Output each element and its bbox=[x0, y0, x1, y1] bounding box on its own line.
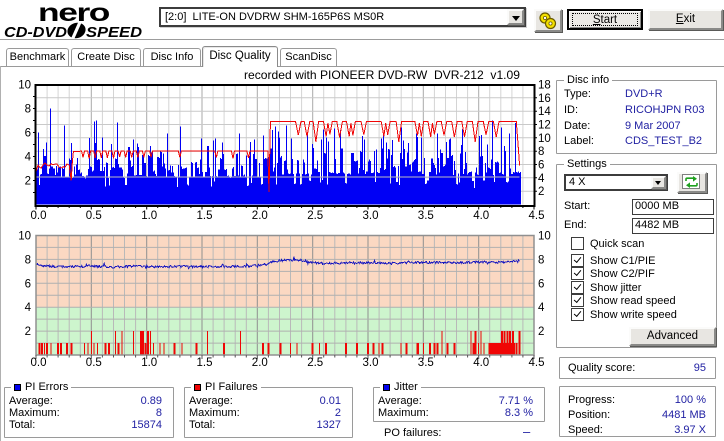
svg-text:3.0: 3.0 bbox=[363, 210, 379, 222]
svg-text:4: 4 bbox=[538, 173, 545, 185]
svg-text:6: 6 bbox=[538, 278, 544, 290]
svg-text:CD-DVD: CD-DVD bbox=[4, 24, 67, 40]
svg-text:2: 2 bbox=[25, 176, 31, 188]
svg-text:8: 8 bbox=[538, 254, 544, 266]
svg-text:0.0: 0.0 bbox=[31, 357, 47, 369]
svg-text:6: 6 bbox=[25, 278, 31, 290]
svg-text:6: 6 bbox=[538, 160, 544, 172]
svg-text:recorded with PIONEER DVD-RW: recorded with PIONEER DVD-RW DVR-212 v1.… bbox=[244, 68, 520, 82]
svg-text:1.0: 1.0 bbox=[141, 210, 157, 222]
svg-text:4: 4 bbox=[538, 302, 545, 314]
svg-text:10: 10 bbox=[538, 133, 551, 145]
svg-text:8: 8 bbox=[25, 104, 31, 116]
svg-text:3.5: 3.5 bbox=[418, 357, 434, 369]
svg-text:1.5: 1.5 bbox=[197, 357, 213, 369]
svg-text:1.5: 1.5 bbox=[197, 210, 213, 222]
svg-text:12: 12 bbox=[538, 120, 551, 132]
svg-text:0.5: 0.5 bbox=[86, 357, 102, 369]
svg-text:18: 18 bbox=[538, 80, 551, 92]
svg-text:10: 10 bbox=[538, 231, 551, 243]
svg-text:2.5: 2.5 bbox=[307, 210, 323, 222]
svg-text:4.5: 4.5 bbox=[529, 210, 545, 222]
svg-text:2: 2 bbox=[538, 186, 544, 198]
svg-text:4.0: 4.0 bbox=[473, 357, 489, 369]
svg-text:6: 6 bbox=[25, 128, 31, 140]
svg-text:14: 14 bbox=[538, 106, 551, 118]
svg-text:nero: nero bbox=[38, 0, 110, 27]
svg-text:0.0: 0.0 bbox=[31, 210, 47, 222]
svg-text:2.0: 2.0 bbox=[252, 210, 268, 222]
svg-text:2.5: 2.5 bbox=[307, 357, 323, 369]
svg-text:SPEED: SPEED bbox=[86, 24, 142, 40]
svg-text:2: 2 bbox=[538, 326, 544, 338]
svg-text:3.5: 3.5 bbox=[418, 210, 434, 222]
svg-text:0.5: 0.5 bbox=[86, 210, 102, 222]
svg-text:10: 10 bbox=[18, 80, 31, 92]
svg-text:4.0: 4.0 bbox=[473, 210, 489, 222]
svg-text:2: 2 bbox=[25, 326, 31, 338]
svg-text:10: 10 bbox=[18, 231, 31, 243]
svg-text:4: 4 bbox=[25, 152, 32, 164]
svg-text:8: 8 bbox=[25, 254, 31, 266]
svg-text:1.0: 1.0 bbox=[141, 357, 157, 369]
svg-text:2.0: 2.0 bbox=[252, 357, 268, 369]
svg-text:4: 4 bbox=[25, 302, 32, 314]
svg-text:4.5: 4.5 bbox=[529, 357, 545, 369]
svg-text:8: 8 bbox=[538, 146, 544, 158]
svg-text:3.0: 3.0 bbox=[363, 357, 379, 369]
svg-text:16: 16 bbox=[538, 93, 551, 105]
